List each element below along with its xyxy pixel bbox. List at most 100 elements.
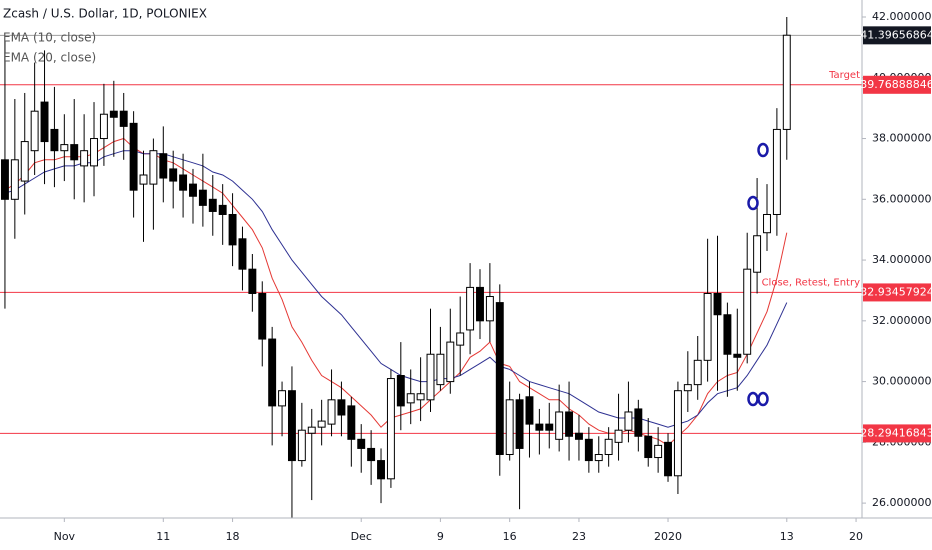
candle-body: [743, 268, 752, 355]
level-annotation: Target: [828, 70, 860, 81]
candle-body: [198, 189, 207, 206]
candle-body: [426, 353, 435, 401]
candle-body: [614, 429, 623, 443]
candle-body: [119, 110, 128, 127]
legend-entry: EMA (20, close): [3, 51, 96, 65]
x-tick-label: 13: [780, 530, 794, 543]
candle-body: [772, 128, 781, 215]
circle-marker: [757, 142, 769, 158]
y-tick-label: 34.00000000: [872, 253, 932, 266]
candle-body: [307, 426, 316, 434]
candle-body: [782, 34, 791, 130]
candle-body: [258, 292, 267, 340]
x-tick-label: 20: [849, 530, 863, 543]
circle-marker: [757, 391, 769, 407]
x-tick-label: 18: [226, 530, 240, 543]
candle-body: [476, 286, 484, 322]
candle-body: [763, 213, 771, 234]
x-tick-label: 23: [572, 530, 586, 543]
candle-body: [357, 438, 366, 449]
level-label: 39.76888846: [860, 78, 932, 91]
plot-area: [0, 17, 862, 519]
candle-body: [545, 423, 554, 431]
candle-body: [159, 153, 168, 179]
candle-body: [386, 378, 395, 480]
level-label-box: [863, 424, 931, 443]
x-tick-label: 9: [437, 530, 444, 543]
candle-body: [396, 375, 405, 407]
candle-body: [149, 150, 158, 185]
candle-body: [535, 423, 544, 431]
candle-body: [139, 174, 148, 185]
candle-body: [327, 399, 336, 425]
candle-body: [50, 128, 59, 152]
candle-body: [297, 429, 306, 462]
level-label: 41.39656864: [860, 28, 932, 41]
candle-body: [20, 141, 29, 182]
candle-body: [238, 238, 247, 270]
candle-body: [248, 268, 257, 294]
candle-body: [624, 411, 633, 431]
chart-title: Zcash / U.S. Dollar, 1D, POLONIEX: [3, 7, 207, 21]
candle-body: [169, 168, 178, 182]
candle-body: [287, 390, 296, 462]
candle-body: [208, 198, 217, 212]
candle-body: [565, 411, 574, 437]
legend-entry: EMA (10, close): [3, 31, 96, 45]
candle-body: [337, 399, 346, 416]
candle-body: [713, 292, 722, 316]
candle-body: [218, 204, 227, 215]
x-tick-label: Nov: [54, 530, 76, 543]
candle-body: [10, 159, 19, 200]
y-tick-label: 38.00000000: [872, 132, 932, 145]
x-tick-label: 16: [503, 530, 517, 543]
candle-body: [505, 399, 514, 456]
level-label: 28.29416843: [860, 426, 932, 439]
candle-body: [30, 110, 39, 152]
candle-body: [446, 341, 455, 383]
candle-body: [673, 390, 682, 477]
candle-body: [485, 296, 494, 322]
level-label-box: [863, 75, 931, 94]
candle-body: [733, 353, 742, 358]
candle-body: [90, 138, 98, 167]
y-tick-label: 30.00000000: [872, 375, 932, 388]
candle-body: [574, 432, 583, 440]
level-annotation: Close, Retest, Entry: [762, 277, 861, 288]
candle-body: [753, 235, 762, 273]
candle-body: [495, 302, 504, 456]
candle-body: [278, 390, 287, 407]
candle-body: [466, 286, 475, 331]
candle-body: [406, 393, 415, 404]
circle-marker: [747, 195, 759, 211]
candle-body: [129, 122, 138, 191]
y-tick-label: 32.00000000: [872, 314, 932, 327]
candle-body: [109, 110, 118, 118]
candle-body: [228, 213, 237, 246]
candle-body: [683, 384, 692, 392]
candle-body: [416, 393, 425, 401]
x-tick-label: Dec: [351, 530, 372, 543]
y-tick-label: 36.00000000: [872, 192, 932, 205]
candle-body: [515, 399, 524, 449]
candle-body: [703, 292, 712, 361]
candle-body: [723, 314, 732, 355]
candle-body: [644, 435, 653, 459]
candle-body: [367, 447, 376, 462]
candle-body: [693, 359, 702, 386]
candle-body: [525, 396, 534, 425]
candle-body: [594, 454, 603, 462]
candle-body: [179, 174, 188, 191]
candle-body: [604, 438, 613, 456]
annotation-circles: [747, 142, 769, 407]
candle-body: [70, 144, 79, 161]
y-tick-label: 42.00000000: [872, 10, 932, 23]
candle-body: [634, 408, 643, 437]
candle-body: [664, 441, 672, 477]
candle-body: [80, 150, 89, 167]
level-label: 32.93457924: [860, 285, 932, 298]
candle-body: [40, 101, 49, 143]
level-label-box: [863, 283, 931, 302]
